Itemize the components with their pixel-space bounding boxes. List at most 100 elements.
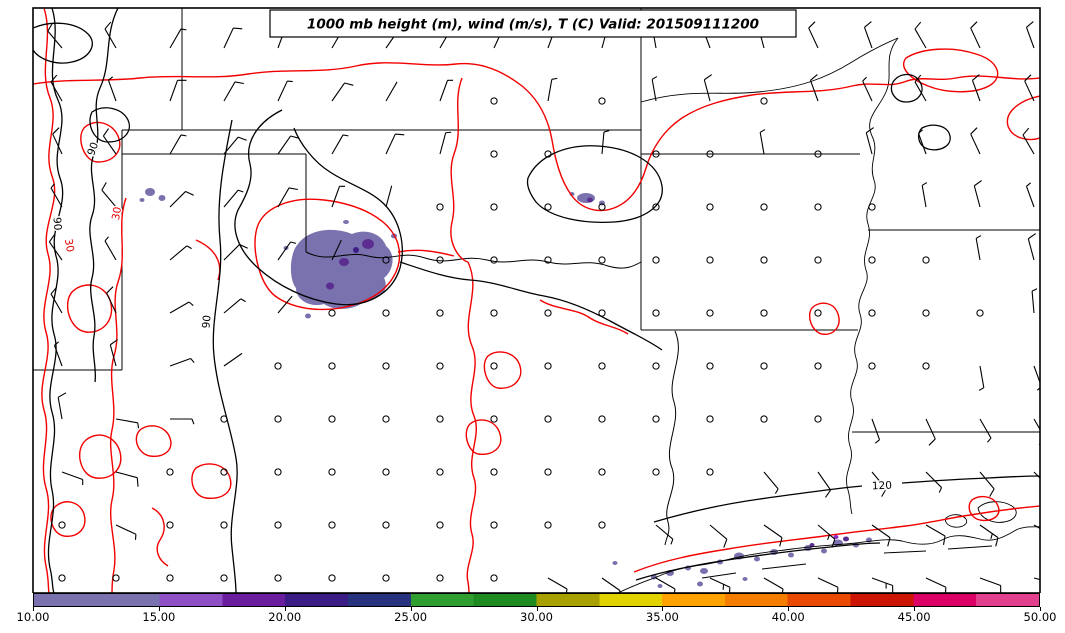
calm-wind-circle [112,574,120,582]
calm-wind-circle [814,150,822,158]
wind-barb [921,182,928,208]
wind-barb [169,245,192,261]
shaded-speck [326,282,334,290]
calm-wind-circle [166,468,174,476]
barrier-island [701,572,737,579]
height-contours [33,8,1040,593]
wind-barb [817,577,839,593]
calm-wind-circle [760,309,768,317]
wind-barb [169,190,194,208]
calm-wind-circle [652,362,660,370]
height-contour [917,124,951,151]
calm-wind-circle [490,150,498,158]
wind-barb [169,134,187,155]
calm-wind-circle [274,415,282,423]
wind-barb [439,79,454,102]
wind-barb [61,471,84,486]
wind-barb [863,21,873,49]
wind-barb [385,81,398,102]
calm-wind-circle [544,468,552,476]
calm-wind-circle [598,309,606,317]
calm-wind-circle [58,574,66,582]
calm-wind-circle [868,256,876,264]
calm-wind-circle [706,468,714,476]
calm-wind-circle [274,362,282,370]
calm-wind-circle [220,521,228,529]
calm-wind-circle [328,521,336,529]
calm-wind-circle [922,309,930,317]
calm-wind-circle [328,415,336,423]
wind-barb [169,301,194,314]
colorbar-tick-label: 40.00 [771,610,805,624]
barrier-island [761,563,807,570]
wind-barb [277,187,298,208]
wind-barb [101,182,117,208]
wind-barb [925,577,947,593]
wind-barb [865,127,874,155]
calm-wind-circle [382,309,390,317]
wind-barb [223,81,244,102]
calm-wind-circle [652,415,660,423]
calm-wind-circle [490,521,498,529]
temp-contour [1006,95,1040,141]
calm-wind-circle [652,150,660,158]
wind-barb [385,133,405,155]
wind-barb [871,577,894,593]
lake-pontchartrain [977,501,1017,523]
lake-small [945,514,968,528]
wind-barb [115,418,140,429]
temp-contour [903,48,999,93]
calm-wind-circle [274,468,282,476]
wind-barb [1025,21,1035,49]
temp-label-30: 30 [110,206,124,221]
calm-wind-circle [490,415,498,423]
wind-barb [331,134,349,155]
wind-barb [809,74,819,102]
shaded-dot [343,220,349,224]
shaded-dot [612,561,618,565]
wind-barb [53,341,63,367]
calm-wind-circle [544,415,552,423]
calm-wind-circle [706,309,714,317]
calm-wind-circle [652,256,660,264]
shaded-speck [353,247,359,253]
shaded-dot [158,195,166,201]
wind-barb [52,127,63,155]
calm-wind-circle [490,97,498,105]
temp-contour [539,299,629,335]
wind-barb [871,418,881,444]
calm-wind-circle [868,203,876,211]
wind-barb [655,524,674,545]
calm-wind-circle [220,574,228,582]
wind-barb [979,418,992,443]
wind-barb [1022,127,1035,155]
calm-wind-circle [706,203,714,211]
wind-barb [871,524,891,547]
calm-wind-circle [166,521,174,529]
wind-barbs [47,21,1040,593]
calm-wind-circle [436,468,444,476]
calm-wind-circle [760,203,768,211]
calm-wind-circle [598,203,606,211]
barrier-island [947,545,993,550]
calm-wind-circle [706,415,714,423]
height-label-90: 90 [85,141,101,158]
wind-barb [709,577,731,593]
wind-barb [277,135,300,155]
calm-wind-circle [274,574,282,582]
calm-wind-circle [706,150,714,158]
calm-wind-circle [868,362,876,370]
map-svg: 90 90 90 120 30 30 1000 mb height (m), w… [32,7,1041,593]
wind-barb [1027,233,1036,261]
wind-barb [709,524,728,548]
wind-barb [107,76,117,102]
calm-wind-circle [436,415,444,423]
wind-barb [817,524,836,548]
wind-barb [223,27,243,49]
shaded-speck [587,197,593,203]
calm-wind-circle [814,256,822,264]
shaded-speck [362,239,374,249]
temp-contour-gulf [633,505,1040,573]
wind-barb [169,79,187,102]
wind-barb [808,21,819,49]
